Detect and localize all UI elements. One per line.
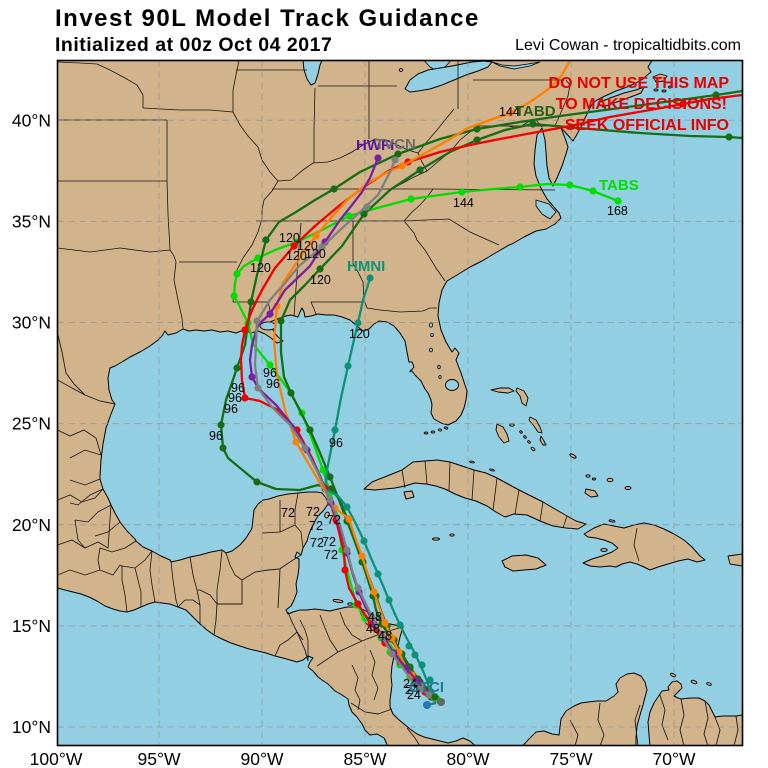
svg-text:120: 120 — [349, 327, 370, 341]
svg-text:30°N: 30°N — [12, 313, 51, 333]
svg-text:TO MAKE DECISIONS!: TO MAKE DECISIONS! — [556, 96, 727, 113]
svg-text:CTCI: CTCI — [409, 679, 444, 696]
svg-text:144: 144 — [453, 196, 474, 210]
svg-text:70°W: 70°W — [653, 749, 696, 768]
svg-text:120: 120 — [286, 249, 307, 263]
svg-text:48: 48 — [368, 610, 382, 624]
svg-text:96: 96 — [224, 402, 238, 416]
svg-text:96: 96 — [209, 429, 223, 443]
svg-text:96: 96 — [329, 436, 343, 450]
svg-text:120: 120 — [279, 231, 300, 245]
svg-text:144: 144 — [499, 105, 520, 119]
svg-text:35°N: 35°N — [12, 211, 51, 231]
svg-text:24: 24 — [405, 683, 419, 697]
svg-text:100°W: 100°W — [30, 749, 83, 768]
svg-text:72: 72 — [309, 519, 323, 533]
svg-text:TABS: TABS — [599, 177, 639, 194]
svg-text:HWFI: HWFI — [356, 137, 394, 154]
svg-text:40°N: 40°N — [12, 110, 51, 130]
svg-text:48: 48 — [378, 629, 392, 643]
svg-text:168: 168 — [607, 204, 628, 218]
svg-text:48: 48 — [366, 622, 380, 636]
svg-text:72: 72 — [306, 505, 320, 519]
svg-text:120: 120 — [310, 273, 331, 287]
svg-text:10°N: 10°N — [12, 717, 51, 737]
svg-text:24: 24 — [407, 688, 421, 702]
svg-text:SEEK OFFICIAL INFO: SEEK OFFICIAL INFO — [565, 117, 729, 134]
svg-text:96: 96 — [228, 391, 242, 405]
svg-text:TABD: TABD — [515, 103, 556, 120]
svg-text:120: 120 — [250, 261, 271, 275]
svg-text:96: 96 — [266, 377, 280, 391]
svg-text:96: 96 — [231, 381, 245, 395]
svg-text:TVCN: TVCN — [375, 136, 416, 153]
svg-text:72: 72 — [327, 513, 341, 527]
svg-text:72: 72 — [322, 535, 336, 549]
svg-text:96: 96 — [263, 366, 277, 380]
svg-text:20°N: 20°N — [12, 515, 51, 535]
svg-text:72: 72 — [324, 548, 338, 562]
svg-text:95°W: 95°W — [138, 749, 181, 768]
svg-text:72: 72 — [310, 536, 324, 550]
svg-text:120: 120 — [297, 239, 318, 253]
svg-text:85°W: 85°W — [344, 749, 387, 768]
svg-text:120: 120 — [305, 247, 326, 261]
svg-text:72: 72 — [281, 506, 295, 520]
svg-text:25°N: 25°N — [12, 414, 51, 434]
svg-text:90°W: 90°W — [241, 749, 284, 768]
svg-text:75°W: 75°W — [550, 749, 593, 768]
svg-text:HMNI: HMNI — [347, 258, 385, 275]
svg-text:24: 24 — [403, 677, 417, 691]
svg-text:80°W: 80°W — [447, 749, 490, 768]
svg-text:DO NOT USE THIS MAP: DO NOT USE THIS MAP — [549, 75, 730, 92]
svg-text:15°N: 15°N — [12, 616, 51, 636]
